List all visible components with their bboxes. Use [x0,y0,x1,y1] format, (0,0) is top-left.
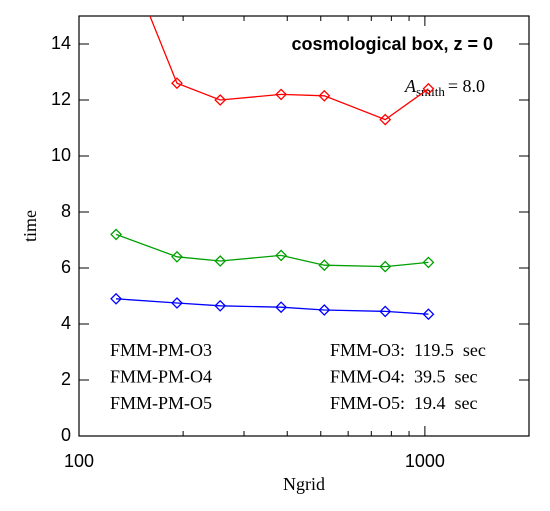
x-axis-label: Ngrid [283,474,325,494]
y-axis-label: time [20,210,40,242]
data-point [171,77,183,90]
chart-title: cosmological box, z = 0 [291,34,493,54]
y-tick-label: 12 [51,89,71,109]
data-point [110,228,123,241]
data-point [379,113,392,126]
data-point [422,308,435,321]
series-line [116,298,429,315]
data-point [214,255,227,267]
y-tick-label: 2 [61,369,71,389]
data-point [379,260,392,273]
data-point [318,89,331,102]
data-point [318,304,331,316]
data-point [275,301,288,314]
y-tick-label: 8 [61,201,71,221]
x-tick-label: 1000 [405,451,445,471]
series-line [115,233,429,268]
series-layer [110,16,435,321]
data-point [110,292,123,305]
data-point [275,249,288,262]
timing-annotation: FMM-O5: 19.4 sec [330,393,478,413]
timing-annotation: FMM-O3: 119.5 sec [330,340,486,360]
legend-entry: FMM-PM-O3 [110,340,212,360]
x-tick-label: 100 [64,451,94,471]
y-tick-label: 10 [51,145,71,165]
y-tick-label: 6 [61,257,71,277]
y-tick-label: 4 [61,313,71,333]
param-text: = 8.0 [448,76,485,96]
data-point [379,305,392,318]
param-symbol: A [404,76,417,96]
data-point [422,256,435,269]
data-point [422,82,435,95]
series-line [149,16,429,121]
legend-entry: FMM-PM-O4 [110,367,212,387]
data-point [214,94,227,106]
y-tick-label: 0 [61,425,71,445]
y-tick-label: 14 [51,33,71,53]
data-point [171,250,183,263]
data-point [318,259,331,272]
timing-annotation: FMM-O4: 39.5 sec [330,367,478,387]
data-point [275,88,288,101]
data-point [214,299,227,312]
parameter-annotation: Asmith = 8.0 [404,76,485,99]
data-point [171,297,183,309]
legend-entry: FMM-PM-O5 [110,393,212,413]
plot-frame [78,15,530,437]
